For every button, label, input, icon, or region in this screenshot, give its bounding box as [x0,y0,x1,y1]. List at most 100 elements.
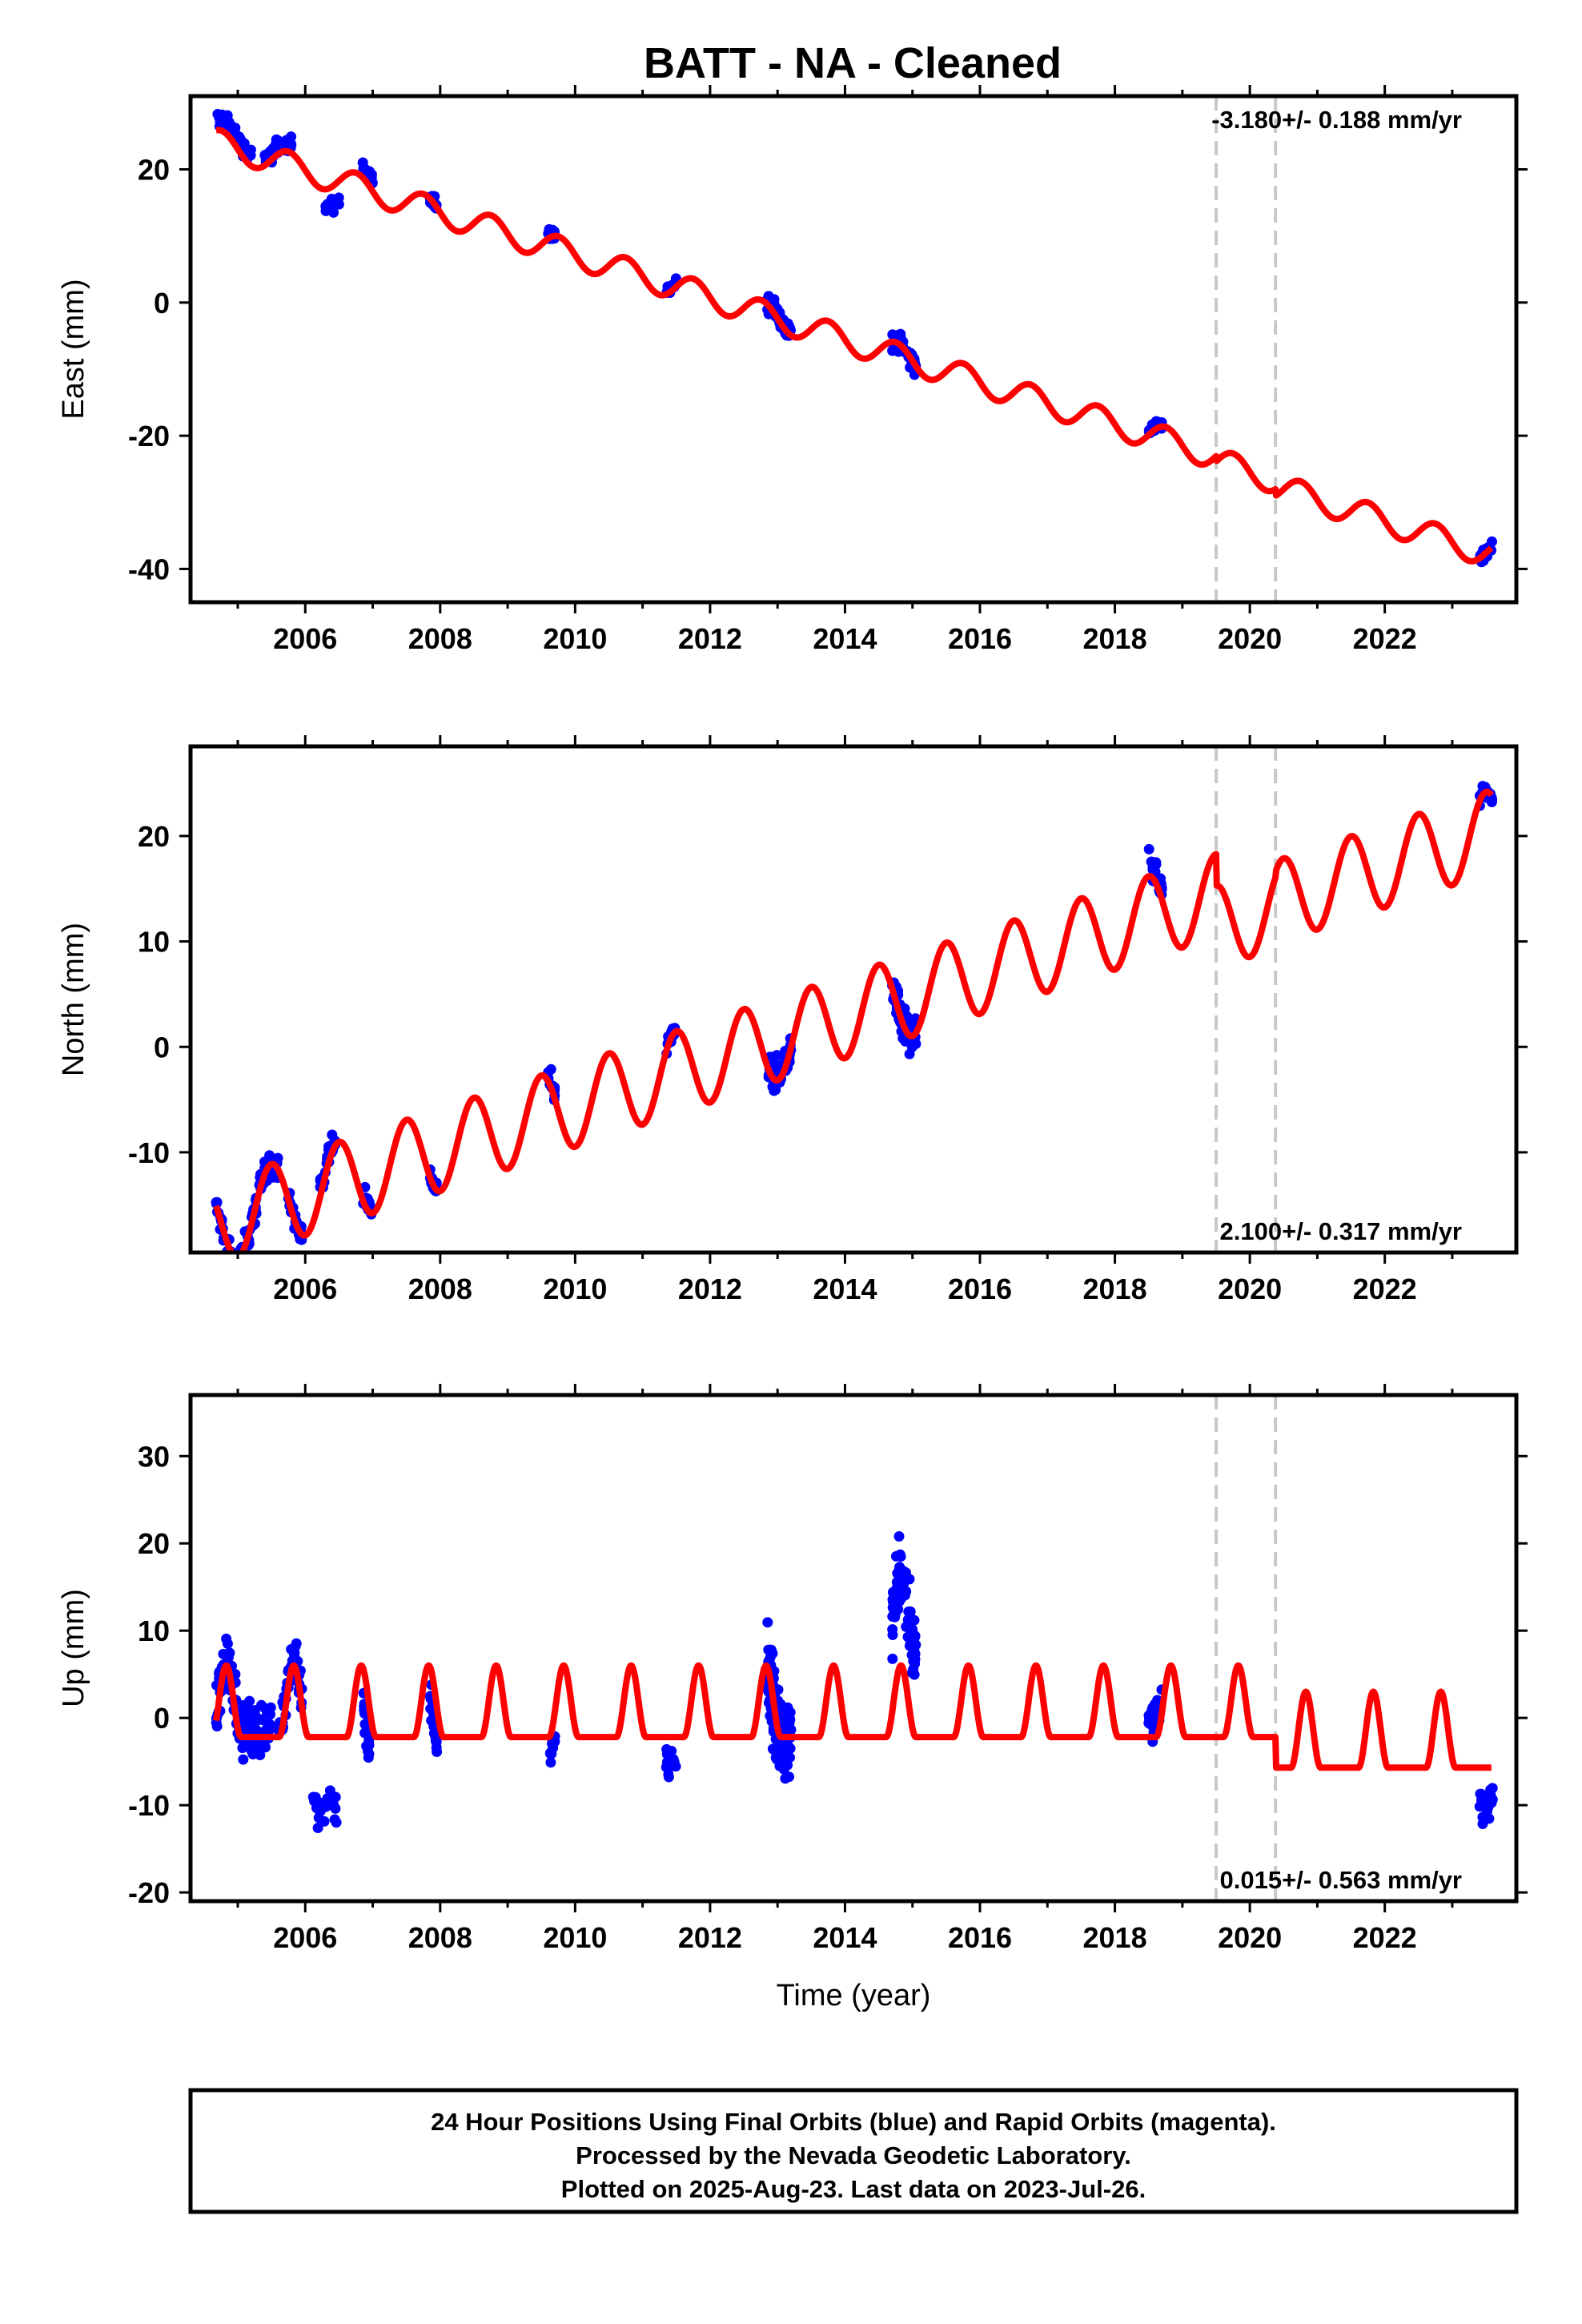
data-point [326,193,337,204]
x-tick-label: 2020 [1218,622,1282,655]
panel-2: 2006 2008 2010 2012 2014 2016 2018 2020 20222010… [57,735,1528,1305]
data-point [893,1531,905,1542]
footer-line-3: Plotted on 2025-Aug-23. Last data on 202… [561,2175,1146,2203]
data-point [1476,1788,1487,1799]
data-point [251,1742,263,1753]
x-tick-label: 2010 [543,1273,607,1305]
data-point [1487,536,1497,547]
data-point [545,1757,556,1768]
data-point [906,1642,917,1653]
x-tick-label: 2006 [273,622,337,655]
x-tick-label: 2020 [1218,1921,1282,1954]
y-tick-label: -20 [128,1876,170,1909]
footer-line-2: Processed by the Nevada Geodetic Laborat… [576,2141,1131,2169]
y-tick-label: 20 [138,820,170,853]
panel-frame [188,1393,1519,1904]
x-tick-label: 2008 [408,1273,472,1305]
data-point [330,1791,341,1803]
data-point [255,1750,266,1760]
y-tick-label: 10 [138,926,170,959]
x-tick-label: 2006 [273,1273,337,1305]
data-point [251,1715,262,1727]
y-tick-label: 10 [138,1614,170,1647]
footer-frame [188,2088,1519,2214]
data-point [320,201,331,211]
data-point [902,1614,913,1626]
x-axis-label: Time (year) [777,1979,931,2012]
model-line [213,127,1494,565]
data-point [1481,1802,1492,1813]
data-point [889,1609,901,1619]
x-tick-label: 2008 [408,1921,472,1954]
panel-3: 2006 2008 2010 2012 2014 2016 2018 2020 20223020… [57,1384,1528,2012]
x-tick-label: 2010 [543,622,607,655]
x-tick-label: 2008 [408,622,472,655]
chart-title: BATT - NA - Cleaned [644,39,1062,87]
data-point [546,1748,557,1759]
data-point [260,1742,271,1753]
data-point [259,1703,271,1714]
data-point [431,1735,442,1747]
y-tick-label: 0 [154,287,170,320]
data-point [894,1562,905,1574]
data-point [669,1756,680,1767]
data-point [327,1129,338,1140]
data-point [1477,1819,1488,1829]
y-tick-label: 20 [138,153,170,186]
data-point [357,157,368,168]
x-tick-label: 2022 [1353,1273,1417,1305]
x-tick-label: 2006 [273,1921,337,1954]
data-point [286,1644,297,1655]
data-point [1484,792,1495,803]
data-point [784,1771,795,1783]
y-axis-label: East (mm) [57,279,90,419]
data-point [312,1823,323,1833]
data-point [231,1263,242,1273]
data-point [887,1653,898,1664]
model-line [213,788,1495,1252]
x-tick-label: 2010 [543,1921,607,1954]
data-point [218,112,229,123]
y-tick-label: 0 [154,1031,170,1063]
x-tick-label: 2014 [813,622,877,655]
x-tick-label: 2022 [1353,1921,1417,1954]
data-point [223,1650,235,1660]
data-point [330,1803,341,1814]
footer-box: 24 Hour Positions Using Final Orbits (bl… [188,2088,1519,2214]
y-tick-label: 0 [154,1702,170,1735]
x-tick-label: 2018 [1083,1273,1147,1305]
data-point [361,1740,372,1751]
y-tick-label: -40 [128,553,170,585]
data-point [432,1747,443,1757]
data-point [281,135,292,146]
data-point [331,1817,342,1828]
data-point [272,135,283,146]
data-point [895,1551,906,1562]
data-point [222,1638,233,1649]
data-points [211,781,1498,1273]
data-point [211,1721,223,1732]
rate-annotation: 2.100+/- 0.317 mm/yr [1220,1217,1462,1245]
model-line [213,1662,1494,1771]
data-point [1147,1709,1158,1720]
plot-area [212,96,1497,602]
data-point [235,1256,245,1267]
data-point [319,1815,330,1827]
x-tick-label: 2022 [1353,622,1417,655]
data-point [891,1589,902,1600]
y-tick-label: -20 [128,420,170,452]
data-point [661,1762,672,1773]
data-point [1143,843,1154,854]
data-point [908,1663,919,1675]
panel-1: 2006 2008 2010 2012 2014 2016 2018 2020 2022 20 0 -… [57,85,1528,655]
y-tick-label: 20 [138,1527,170,1560]
rate-annotation: -3.180+/- 0.188 mm/yr [1211,106,1462,134]
data-point [762,1617,773,1628]
data-point [767,1081,778,1092]
y-tick-label: 30 [138,1440,170,1473]
y-tick-label: -10 [128,1136,170,1169]
y-tick-label: -10 [128,1789,170,1822]
data-point [778,1763,789,1775]
data-point [777,1744,788,1755]
